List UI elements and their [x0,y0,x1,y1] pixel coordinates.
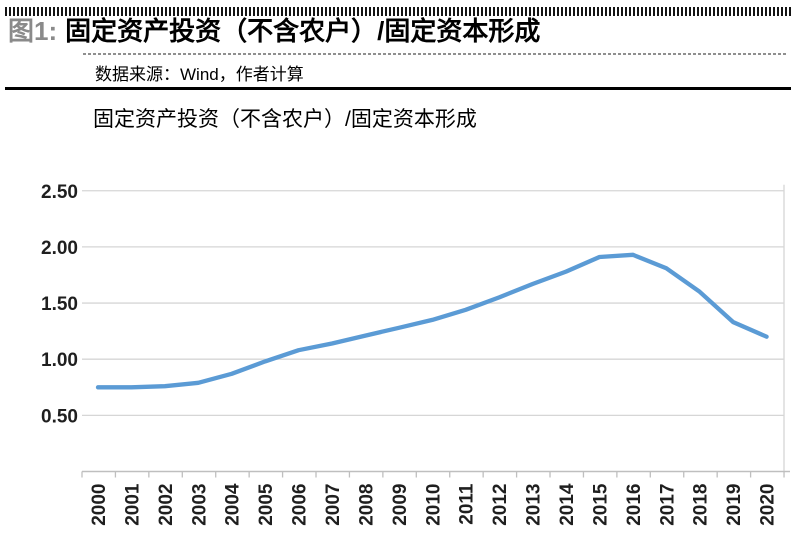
x-axis-tick-label: 2010 [423,484,444,526]
figure-title: 固定资产投资（不含农户）/固定资本形成 [65,16,541,46]
x-axis-tick-label: 2017 [657,484,678,526]
x-axis-tick-label: 2005 [256,483,277,526]
y-axis-tick-label: 2.50 [41,182,78,203]
x-axis-tick-label: 2009 [390,484,411,526]
x-axis-tick-label: 2011 [457,483,478,525]
x-axis-tick-label: 2003 [189,484,210,526]
y-axis-tick-label: 0.50 [41,406,78,427]
x-axis-tick-label: 2000 [89,484,110,526]
x-axis-tick-label: 2020 [758,484,779,526]
x-axis-tick-label: 2015 [590,483,611,526]
y-axis-tick-label: 1.50 [41,294,78,315]
x-axis-tick-label: 2002 [156,484,177,526]
x-axis-tick-label: 2012 [490,484,511,526]
data-source-text: 数据来源：Wind，作者计算 [95,65,304,84]
figure-number-label: 图1: [8,16,58,46]
data-series-line [95,252,769,390]
decorative-top-border [5,7,791,16]
x-axis-tick-label: 2018 [691,484,712,526]
x-axis-tick-label: 2016 [624,484,645,526]
figure-header: 图1: 固定资产投资（不含农户）/固定资本形成 [8,16,540,47]
y-axis-tick-label: 2.00 [41,238,78,259]
x-axis-tick-label: 2008 [356,484,377,526]
x-axis-tick-label: 2013 [524,484,545,526]
x-axis-tick-label: 2019 [724,484,745,526]
line-chart: 0.50 1.00 1.50 2.00 2.50 2000 2001 2002 2003 2004… [41,182,790,526]
dashed-divider [83,53,786,55]
header-rule [5,87,791,90]
chart-title: 固定资产投资（不含农户）/固定资本形成 [93,108,477,131]
x-axis-tick-label: 2007 [323,484,344,526]
x-axis-tick-label: 2001 [122,483,143,526]
y-axis-tick-label: 1.00 [41,350,78,371]
x-axis-tick-label: 2014 [557,483,578,526]
x-axis-tick-label: 2004 [223,483,244,526]
x-axis-tick-label: 2006 [290,484,311,526]
